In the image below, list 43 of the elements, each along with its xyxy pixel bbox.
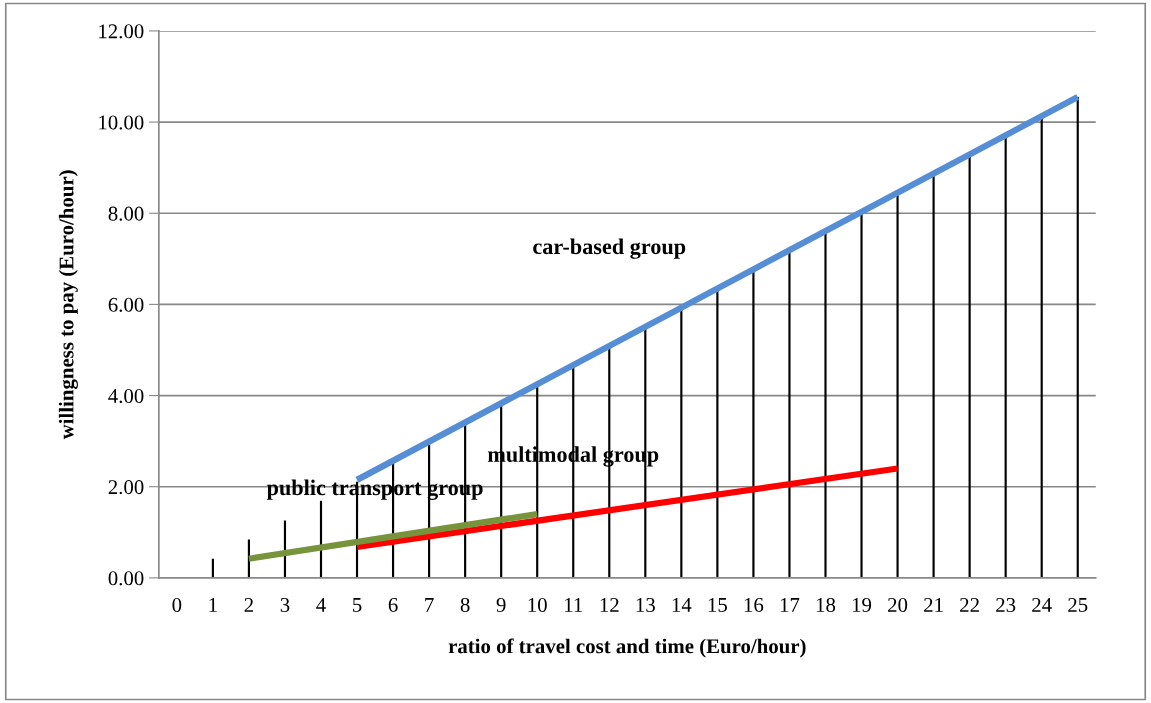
x-tick-label: 7 <box>425 598 434 612</box>
y-tick-label: 4.00 <box>108 388 144 404</box>
y-tick-label: 12.00 <box>99 24 144 39</box>
y-tick-label: 2.00 <box>108 480 144 495</box>
x-tick-label: 16 <box>744 597 764 612</box>
bar <box>1040 116 1043 578</box>
x-tick-label: 22 <box>960 597 979 612</box>
y-tick-label: 10.00 <box>99 115 144 130</box>
x-tick-label: 13 <box>636 597 655 612</box>
x-axis-title: ratio of travel cost and time (Euro/hour) <box>448 638 806 658</box>
x-tick-label: 0 <box>172 597 182 612</box>
x-tick-label: 21 <box>924 597 943 612</box>
x-tick-label: 17 <box>780 598 800 612</box>
x-tick-label: 9 <box>496 597 506 612</box>
x-tick-label: 8 <box>460 597 470 612</box>
x-tick-label: 19 <box>852 597 872 612</box>
x-tick-label: 23 <box>996 597 1016 612</box>
x-tick-label: 5 <box>353 598 362 612</box>
x-tick-label: 24 <box>1032 597 1052 612</box>
x-tick-label: 14 <box>672 598 692 612</box>
x-tick-label: 15 <box>708 598 727 612</box>
y-tick-label: 8.00 <box>108 206 144 221</box>
x-tick-label: 3 <box>280 597 290 612</box>
x-tick-label: 18 <box>816 597 836 612</box>
bar <box>1076 97 1079 578</box>
x-tick-label: 2 <box>244 597 253 612</box>
x-tick-label: 4 <box>316 598 326 612</box>
y-tick-label: 0.00 <box>108 571 144 586</box>
x-tick-label: 12 <box>600 597 619 612</box>
x-tick-label: 1 <box>209 598 217 612</box>
x-tick-label: 20 <box>888 597 908 612</box>
x-tick-label: 6 <box>388 597 398 612</box>
series-label: car-based group <box>533 238 686 259</box>
bar <box>860 212 863 578</box>
bar <box>788 250 791 578</box>
bar <box>824 231 827 578</box>
x-tick-label: 11 <box>565 598 583 612</box>
y-axis-title: willingness to pay (Euro/hour) <box>58 170 78 440</box>
y-tick-label: 6.00 <box>108 297 144 312</box>
x-tick-label: 25 <box>1068 597 1088 612</box>
bar <box>1004 135 1007 578</box>
bar <box>896 193 899 578</box>
x-tick-label: 10 <box>528 597 547 612</box>
